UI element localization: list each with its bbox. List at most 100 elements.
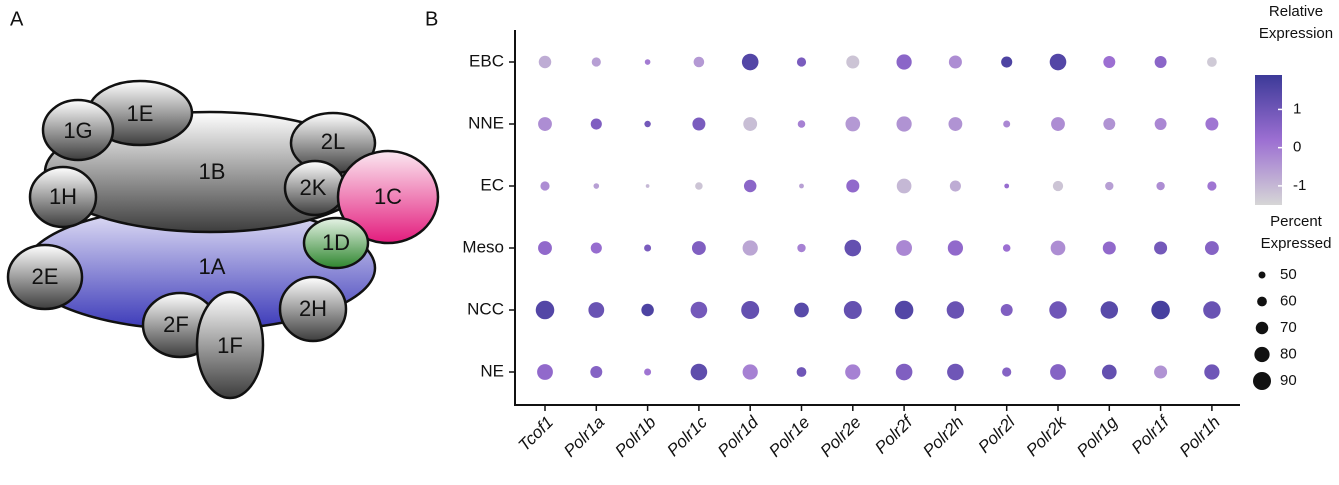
dot	[1154, 241, 1167, 254]
node-label: 1G	[63, 118, 92, 143]
dot	[1156, 182, 1164, 190]
size-key	[1254, 347, 1269, 362]
dot	[743, 240, 758, 255]
dot	[1003, 121, 1010, 128]
dot	[592, 57, 601, 66]
y-tick-label: EC	[480, 175, 504, 194]
dot	[1155, 118, 1167, 130]
dot	[1053, 181, 1063, 191]
x-tick-label: Polr1d	[714, 412, 763, 461]
dot	[646, 184, 650, 188]
node-label: 2E	[32, 264, 59, 289]
dot	[743, 117, 757, 131]
y-tick-label: EBC	[469, 51, 504, 70]
dot	[593, 183, 599, 189]
size-label: 70	[1280, 319, 1297, 336]
dot	[844, 240, 861, 257]
colorbar-label: 0	[1293, 139, 1301, 156]
size-label: 90	[1280, 372, 1297, 389]
dot	[644, 121, 650, 127]
size-key	[1253, 372, 1271, 390]
dot	[895, 301, 914, 320]
size-label: 80	[1280, 345, 1297, 362]
dot	[948, 240, 963, 255]
x-tick-label: Polr2h	[919, 413, 967, 461]
dot	[897, 179, 912, 194]
dot	[1203, 301, 1220, 318]
node-label: 1H	[49, 184, 77, 209]
panel-label: A	[10, 8, 24, 30]
colorbar	[1255, 75, 1282, 205]
diagram: 1A 1B 1E 1G 2L 2K 1C 1D 1H 2E 2F 1F 2H	[8, 81, 438, 398]
node-label: 1C	[374, 184, 402, 209]
dot	[744, 180, 757, 193]
dot	[694, 57, 705, 68]
size-key	[1259, 272, 1266, 279]
dot	[798, 120, 806, 128]
dot	[1050, 54, 1067, 71]
x-tick-label: Polr1c	[663, 412, 711, 460]
dot	[1101, 301, 1118, 318]
dot	[1103, 118, 1115, 130]
dot	[538, 117, 552, 131]
dot	[896, 364, 913, 381]
dot	[1205, 241, 1219, 255]
dot	[743, 364, 758, 379]
colorbar-label: -1	[1293, 177, 1306, 194]
dot	[1001, 304, 1013, 316]
dot	[845, 364, 860, 379]
x-tick-label: Polr1a	[560, 413, 608, 461]
x-tick-label: Polr1f	[1128, 411, 1174, 457]
dot	[797, 57, 806, 66]
dot	[539, 56, 552, 69]
dot	[1105, 182, 1113, 190]
legend-title: Percent	[1270, 213, 1323, 230]
size-key	[1257, 297, 1267, 307]
y-tick-label: NNE	[468, 113, 504, 132]
node-label: 1B	[199, 159, 226, 184]
dot	[1001, 56, 1012, 67]
dot	[949, 55, 962, 68]
dot	[846, 179, 859, 192]
dot	[591, 118, 602, 129]
panel-label: B	[425, 8, 438, 30]
dot	[538, 241, 552, 255]
dot	[1003, 244, 1011, 252]
dot	[1151, 301, 1170, 320]
dot	[1004, 184, 1009, 189]
dot	[692, 117, 705, 130]
size-label: 60	[1280, 292, 1297, 309]
dot	[797, 367, 807, 377]
node-label: 2H	[299, 296, 327, 321]
dot	[896, 54, 911, 69]
dot	[1002, 367, 1011, 376]
dot	[1204, 364, 1219, 379]
node-label: 2F	[163, 312, 189, 337]
legend-title: Relative	[1269, 3, 1323, 20]
y-tick-label: Meso	[462, 237, 504, 256]
dot	[540, 181, 549, 190]
dot	[591, 242, 602, 253]
dot	[645, 59, 651, 65]
x-tick-label: Polr1e	[765, 413, 813, 461]
node-label: 1F	[217, 333, 243, 358]
x-tick-label: Polr2k	[1022, 412, 1071, 461]
dot	[536, 301, 555, 320]
dot	[644, 245, 651, 252]
dot	[896, 240, 912, 256]
dot	[948, 117, 962, 131]
x-tick-label: Polr1h	[1176, 413, 1224, 461]
dot	[1049, 301, 1066, 318]
x-tick-label: Polr2f	[871, 411, 917, 457]
x-tick-label: Polr1b	[611, 413, 659, 461]
size-key	[1256, 322, 1269, 335]
dot	[590, 366, 602, 378]
dot	[691, 302, 708, 319]
dot	[1155, 56, 1167, 68]
y-tick-label: NE	[480, 361, 504, 380]
dot	[947, 301, 964, 318]
dot	[846, 55, 859, 68]
dot	[950, 180, 961, 191]
dot	[691, 364, 708, 381]
node-label: 2L	[321, 129, 345, 154]
